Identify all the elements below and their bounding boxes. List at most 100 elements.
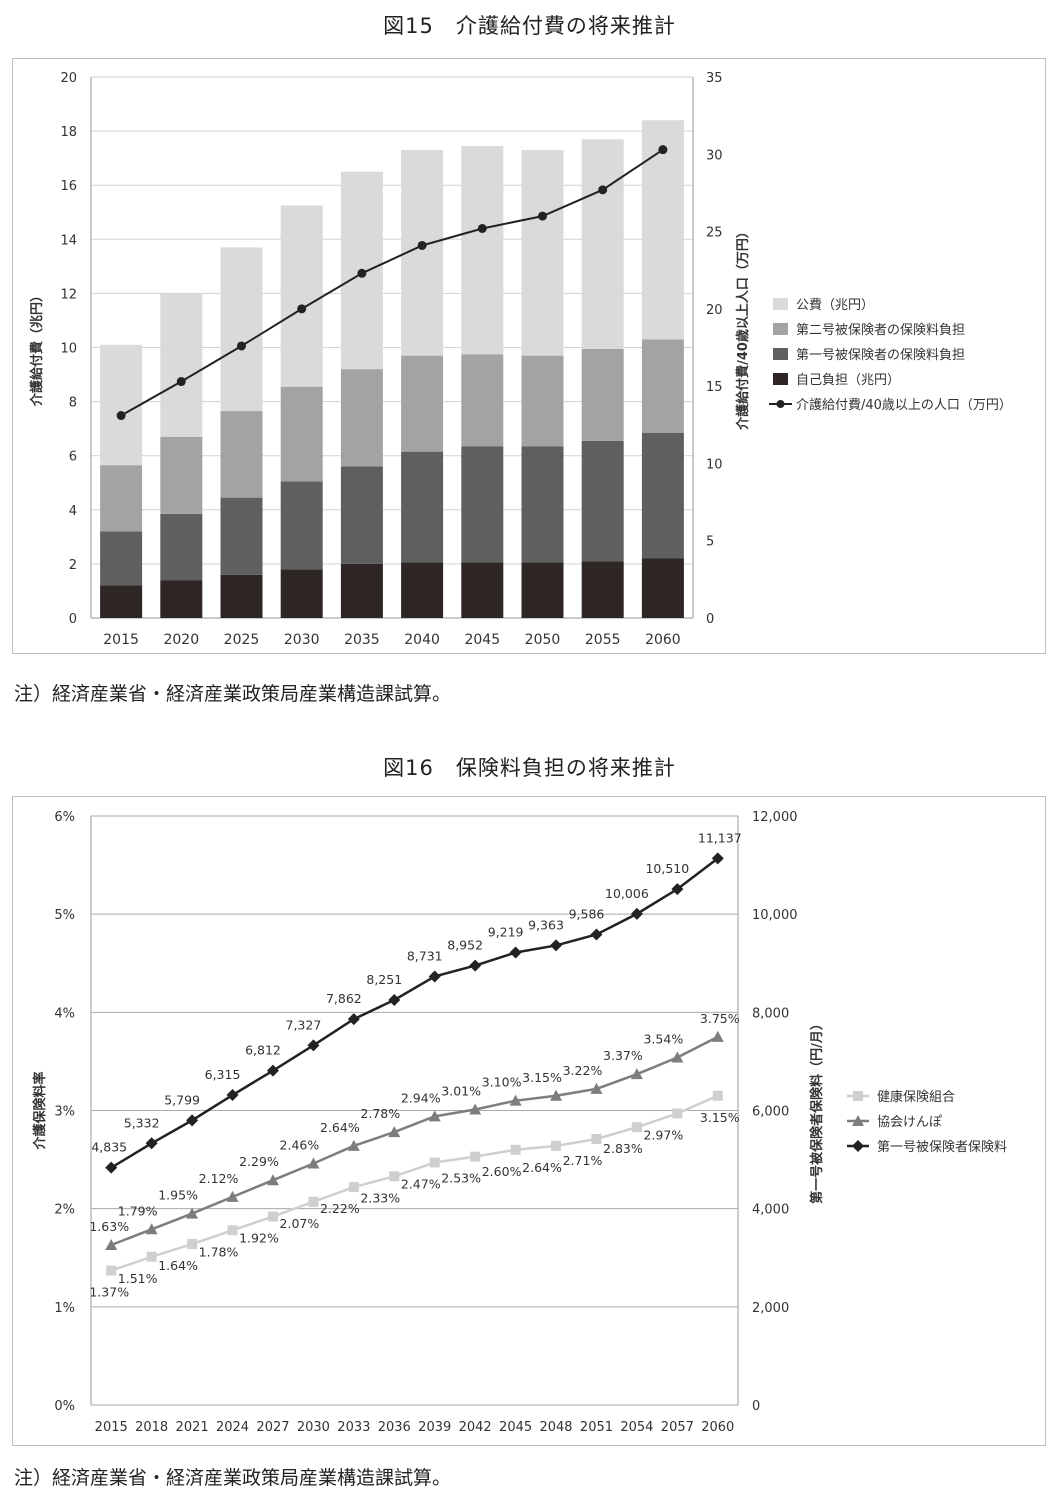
series-point — [308, 1196, 319, 1207]
x-tick-label: 2020 — [163, 632, 199, 648]
bar-segment — [160, 513, 203, 581]
x-tick-label: 2039 — [418, 1420, 451, 1435]
series-point — [186, 1114, 199, 1127]
x-tick-label: 2027 — [256, 1420, 289, 1435]
y2-tick-label: 4,000 — [752, 1203, 789, 1218]
figure16-note: 注）経済産業省・経済産業政策局産業構造課試算。 — [14, 1467, 452, 1489]
series-point — [105, 1238, 118, 1250]
bar-segment — [100, 585, 143, 618]
bar-segment — [280, 205, 323, 387]
y-tick-label: 3% — [54, 1105, 75, 1120]
series-point — [428, 970, 441, 983]
x-tick-label: 2042 — [459, 1420, 492, 1435]
bar-segment — [220, 497, 263, 575]
x-tick-label: 2024 — [216, 1420, 249, 1435]
bar-segment — [461, 562, 504, 618]
data-label: 2.53% — [441, 1171, 481, 1186]
y2-tick-label: 0 — [752, 1399, 760, 1414]
data-label: 2.60% — [482, 1164, 522, 1179]
series-point — [630, 1068, 643, 1080]
line-point — [297, 304, 307, 314]
series-point — [470, 1151, 481, 1162]
legend-label: 第一号被保険者の保険料負担 — [796, 348, 965, 363]
line-point — [658, 145, 668, 155]
bar-segment — [220, 247, 263, 412]
bar-segment — [160, 293, 203, 437]
bar-segment — [521, 150, 564, 356]
legend-label: 協会けんぽ — [877, 1115, 942, 1130]
data-label: 3.15% — [522, 1070, 562, 1085]
y-axis-title: 介護給付費（兆円） — [29, 289, 45, 407]
data-label: 10,006 — [605, 886, 649, 901]
y2-tick-label: 10 — [706, 457, 723, 472]
series-line — [110, 1035, 719, 1247]
bar-segment — [521, 562, 564, 618]
series-point — [711, 1030, 724, 1042]
legend-label: 自己負担（兆円） — [796, 373, 900, 388]
legend-label: 第二号被保険者の保険料負担 — [796, 323, 965, 338]
series-point — [590, 928, 603, 941]
data-label: 8,251 — [366, 972, 402, 987]
x-tick-label: 2060 — [701, 1420, 734, 1435]
y2-tick-label: 25 — [706, 226, 723, 241]
line-point — [538, 211, 547, 221]
series-point — [509, 946, 522, 959]
y-tick-label: 8 — [69, 396, 77, 411]
data-label: 3.10% — [482, 1075, 522, 1090]
bar-segment — [581, 440, 624, 562]
x-tick-label: 2018 — [135, 1420, 168, 1435]
legend-swatch — [773, 373, 788, 385]
y2-axis-title: 第一号被保険者保険料（円/月） — [809, 1017, 825, 1204]
x-tick-label: 2021 — [176, 1420, 209, 1435]
series-point — [186, 1207, 199, 1219]
x-tick-label: 2030 — [297, 1420, 330, 1435]
data-label: 9,363 — [528, 917, 564, 932]
bar-segment — [220, 411, 263, 498]
series-point — [711, 852, 724, 865]
y-tick-label: 0 — [69, 612, 77, 627]
series-point — [509, 1094, 522, 1106]
y2-tick-label: 12,000 — [752, 810, 798, 825]
data-label: 7,862 — [326, 991, 362, 1006]
bar-segment — [340, 369, 383, 467]
series-point — [671, 883, 684, 896]
series-point — [852, 1140, 864, 1152]
series-line — [110, 857, 719, 1169]
data-label: 9,219 — [488, 925, 524, 940]
figure15-title: 図15 介護給付費の将来推計 — [383, 14, 676, 38]
series-point — [347, 1013, 360, 1026]
data-label: 1.78% — [199, 1244, 239, 1259]
y-tick-label: 0% — [54, 1399, 75, 1414]
data-label: 6,315 — [205, 1067, 241, 1082]
bar-segment — [100, 531, 143, 586]
bar-segment — [461, 446, 504, 563]
data-label: 1.51% — [118, 1271, 158, 1286]
series-point — [267, 1211, 278, 1222]
bar-segment — [220, 574, 263, 618]
x-tick-label: 2050 — [525, 632, 561, 648]
data-label: 10,510 — [645, 861, 689, 876]
data-label: 8,952 — [447, 938, 483, 953]
data-label: 2.64% — [522, 1160, 562, 1175]
x-tick-label: 2033 — [337, 1420, 370, 1435]
data-label: 1.63% — [89, 1219, 129, 1234]
bar-segment — [401, 355, 444, 452]
line-series — [120, 148, 664, 417]
series-point — [852, 1115, 864, 1126]
bar-segment — [641, 339, 684, 433]
data-label: 11,137 — [698, 830, 742, 845]
line-point — [598, 185, 608, 195]
series-point — [631, 1122, 642, 1133]
x-tick-label: 2025 — [224, 632, 260, 648]
data-label: 1.64% — [158, 1258, 198, 1273]
line-point — [116, 411, 126, 421]
x-tick-label: 2015 — [103, 632, 139, 648]
data-label: 2.12% — [199, 1171, 239, 1186]
data-label: 2.47% — [401, 1177, 441, 1192]
y-tick-label: 6% — [54, 810, 75, 825]
y2-tick-label: 0 — [706, 612, 714, 627]
series-line — [110, 1094, 719, 1272]
x-tick-label: 2060 — [645, 632, 681, 648]
series-point — [266, 1064, 279, 1077]
bar-segment — [581, 139, 624, 349]
